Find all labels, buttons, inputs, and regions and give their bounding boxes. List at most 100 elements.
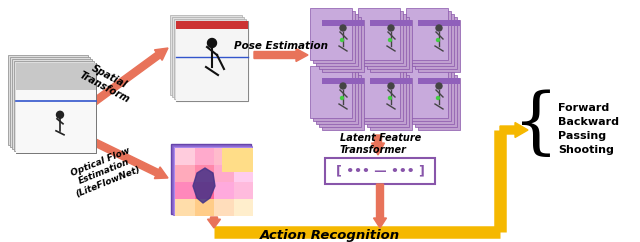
FancyBboxPatch shape bbox=[370, 78, 412, 130]
Circle shape bbox=[436, 97, 440, 99]
FancyBboxPatch shape bbox=[409, 69, 451, 121]
FancyBboxPatch shape bbox=[195, 165, 214, 182]
Circle shape bbox=[340, 97, 344, 99]
Circle shape bbox=[388, 25, 394, 31]
FancyBboxPatch shape bbox=[12, 59, 92, 149]
FancyBboxPatch shape bbox=[316, 72, 358, 124]
FancyBboxPatch shape bbox=[234, 165, 253, 182]
Polygon shape bbox=[88, 137, 168, 179]
FancyBboxPatch shape bbox=[173, 146, 252, 215]
FancyBboxPatch shape bbox=[313, 11, 355, 63]
FancyBboxPatch shape bbox=[316, 14, 358, 66]
FancyBboxPatch shape bbox=[171, 144, 251, 214]
FancyBboxPatch shape bbox=[214, 148, 234, 165]
FancyBboxPatch shape bbox=[8, 55, 88, 145]
Text: [ ••• — ••• ]: [ ••• — ••• ] bbox=[335, 165, 424, 177]
FancyBboxPatch shape bbox=[16, 63, 96, 90]
Circle shape bbox=[388, 97, 392, 99]
FancyBboxPatch shape bbox=[364, 14, 406, 66]
Polygon shape bbox=[374, 184, 387, 228]
Text: Action Recognition: Action Recognition bbox=[260, 229, 400, 242]
Circle shape bbox=[56, 111, 63, 118]
FancyBboxPatch shape bbox=[325, 158, 435, 184]
FancyBboxPatch shape bbox=[176, 29, 248, 101]
FancyBboxPatch shape bbox=[370, 20, 412, 26]
FancyBboxPatch shape bbox=[310, 8, 352, 60]
FancyBboxPatch shape bbox=[370, 78, 412, 84]
FancyBboxPatch shape bbox=[319, 17, 361, 69]
FancyBboxPatch shape bbox=[175, 182, 195, 199]
Polygon shape bbox=[88, 48, 168, 108]
Text: Backward: Backward bbox=[558, 117, 619, 127]
FancyBboxPatch shape bbox=[418, 78, 460, 130]
FancyBboxPatch shape bbox=[415, 17, 457, 69]
FancyBboxPatch shape bbox=[358, 8, 400, 60]
FancyBboxPatch shape bbox=[16, 63, 96, 153]
FancyBboxPatch shape bbox=[370, 20, 412, 72]
Text: {: { bbox=[513, 90, 559, 160]
FancyBboxPatch shape bbox=[16, 63, 96, 153]
FancyBboxPatch shape bbox=[174, 19, 246, 99]
Circle shape bbox=[388, 83, 394, 89]
Circle shape bbox=[207, 38, 216, 47]
Circle shape bbox=[436, 38, 440, 41]
FancyBboxPatch shape bbox=[170, 15, 242, 95]
Circle shape bbox=[436, 83, 442, 89]
FancyBboxPatch shape bbox=[319, 75, 361, 127]
Circle shape bbox=[340, 25, 346, 31]
FancyBboxPatch shape bbox=[234, 199, 253, 216]
Text: Spatial
Transform: Spatial Transform bbox=[77, 60, 136, 105]
Text: Pose Estimation: Pose Estimation bbox=[234, 41, 328, 51]
Polygon shape bbox=[371, 135, 385, 155]
FancyBboxPatch shape bbox=[406, 8, 448, 60]
FancyBboxPatch shape bbox=[418, 78, 460, 84]
Circle shape bbox=[340, 38, 344, 41]
FancyBboxPatch shape bbox=[175, 165, 195, 182]
FancyBboxPatch shape bbox=[364, 72, 406, 124]
FancyBboxPatch shape bbox=[175, 199, 195, 216]
FancyBboxPatch shape bbox=[322, 20, 364, 72]
FancyBboxPatch shape bbox=[367, 75, 409, 127]
FancyBboxPatch shape bbox=[412, 72, 454, 124]
Text: Optical Flow
Estimation
(LiteFlowNet): Optical Flow Estimation (LiteFlowNet) bbox=[67, 145, 141, 199]
FancyBboxPatch shape bbox=[322, 20, 364, 26]
FancyBboxPatch shape bbox=[14, 61, 94, 151]
FancyBboxPatch shape bbox=[418, 20, 460, 72]
FancyBboxPatch shape bbox=[361, 69, 403, 121]
FancyBboxPatch shape bbox=[176, 21, 248, 29]
FancyBboxPatch shape bbox=[195, 199, 214, 216]
Polygon shape bbox=[500, 122, 528, 137]
FancyBboxPatch shape bbox=[409, 11, 451, 63]
FancyBboxPatch shape bbox=[418, 20, 460, 26]
FancyBboxPatch shape bbox=[358, 66, 400, 118]
Polygon shape bbox=[193, 168, 215, 203]
Circle shape bbox=[340, 83, 346, 89]
FancyBboxPatch shape bbox=[313, 69, 355, 121]
Text: Passing: Passing bbox=[558, 131, 606, 141]
FancyBboxPatch shape bbox=[214, 199, 234, 216]
Circle shape bbox=[388, 38, 392, 41]
FancyBboxPatch shape bbox=[10, 57, 90, 147]
FancyBboxPatch shape bbox=[234, 148, 253, 165]
FancyBboxPatch shape bbox=[176, 21, 248, 101]
FancyBboxPatch shape bbox=[367, 17, 409, 69]
FancyBboxPatch shape bbox=[176, 21, 248, 101]
FancyBboxPatch shape bbox=[412, 14, 454, 66]
Text: Latent Feature
Transformer: Latent Feature Transformer bbox=[340, 133, 421, 155]
FancyBboxPatch shape bbox=[195, 182, 214, 199]
FancyBboxPatch shape bbox=[16, 90, 96, 153]
FancyBboxPatch shape bbox=[415, 75, 457, 127]
FancyBboxPatch shape bbox=[175, 148, 195, 165]
Circle shape bbox=[436, 25, 442, 31]
FancyBboxPatch shape bbox=[322, 78, 364, 84]
FancyBboxPatch shape bbox=[195, 148, 214, 165]
Text: Shooting: Shooting bbox=[558, 145, 614, 155]
FancyBboxPatch shape bbox=[310, 66, 352, 118]
FancyBboxPatch shape bbox=[214, 165, 234, 182]
FancyBboxPatch shape bbox=[172, 17, 244, 97]
FancyBboxPatch shape bbox=[214, 182, 234, 199]
FancyBboxPatch shape bbox=[361, 11, 403, 63]
Text: Forward: Forward bbox=[558, 103, 609, 113]
FancyBboxPatch shape bbox=[406, 66, 448, 118]
FancyBboxPatch shape bbox=[322, 78, 364, 130]
